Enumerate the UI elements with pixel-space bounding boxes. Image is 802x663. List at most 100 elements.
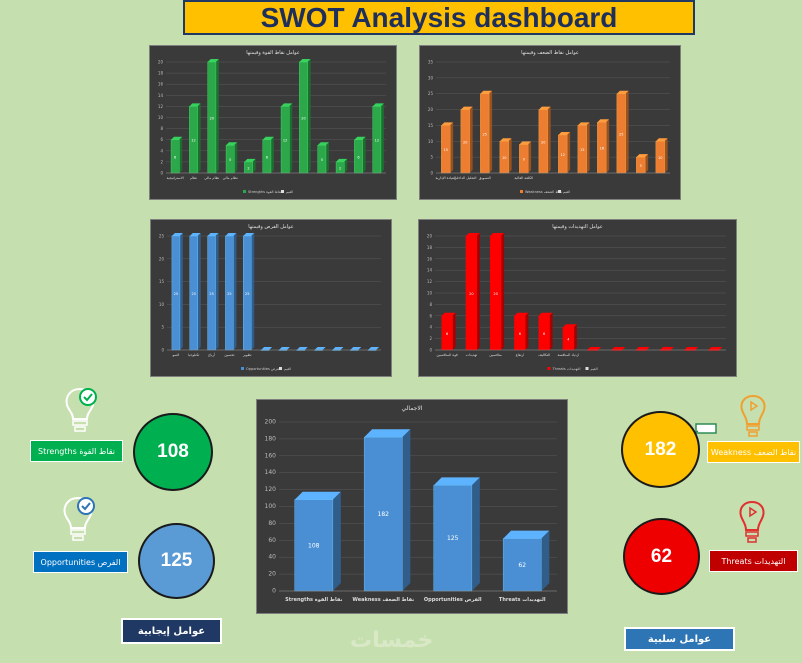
threats-ytick: 2 [429,336,432,341]
opportunities-bar-side [233,233,237,350]
weakness-category-label: التسويق [479,176,491,180]
opportunities-ytick: 20 [159,256,165,261]
threats-data-label: 6 [446,332,448,336]
strengths-bar [372,103,384,174]
total-ytick: 40 [268,554,276,561]
threats-bar-top [611,347,626,350]
weakness-bar-top [558,131,571,135]
strengths-data-label: 12 [191,139,195,143]
strengths-bar-top [189,103,201,107]
opportunities-ytick: 25 [159,234,165,239]
weakness-data-label: 10 [502,156,506,160]
weakness-bar-top [636,154,649,158]
strengths-legend-entry: Strengths نقاط القوة [248,190,282,194]
threats-bar-side [549,312,553,350]
opportunities-bar-top [243,233,255,236]
threats-legend-swatch [585,367,589,370]
opportunity-bulb-icon [63,496,95,541]
threats-bar-top [708,347,723,350]
opportunities-chart: عوامل الفرص وقيمتها 0 5 10 15 20 25 25 النمو 25 تك… [150,219,392,377]
opportunities-category-label: النمو [171,353,179,357]
strengths-ytick: 10 [158,115,164,120]
weakness-bar [441,122,454,174]
threats-total-value: 62 [650,545,673,567]
weakness-bar [519,141,532,174]
weakness-bar [597,119,610,174]
total-bar [433,477,480,592]
strengths-legend-swatch [281,190,284,193]
total-ytick: 200 [265,419,277,426]
threats-bar-top [490,233,505,236]
watermark-text: خمسات [350,628,434,653]
opportunities-bar-side [251,233,255,350]
strengths-data-label: 20 [210,117,214,121]
strengths-data-label: 6 [357,155,359,159]
positive-factors-button[interactable]: عوامل إيجابية [121,618,222,644]
weakness-ytick: 10 [428,139,434,144]
weakness-bar-side [664,138,668,173]
threats-chart-title: عوامل التهديدات وقيمتها [552,224,603,230]
total-bar-front [433,485,473,592]
weakness-label: Weakness نقاط الضعف [707,441,800,463]
weakness-chart-svg: عوامل نقاط الضعف وقيمتها 0 5 10 15 20 25 30 35 15… [428,50,670,194]
threats-bar [441,312,456,351]
weakness-bar-side [528,141,532,173]
weakness-data-label: 20 [541,140,545,144]
weakness-bar [636,154,649,174]
strengths-chart-title: عوامل نقاط القوة وقيمتها [246,50,299,56]
weakness-bar-side [450,122,454,173]
strengths-ytick: 14 [158,93,164,98]
weakness-label-text: Weakness نقاط الضعف [710,447,797,457]
opportunities-total-circle: 125 [138,523,215,599]
strengths-category-label: نظام مالي [223,176,238,181]
strengths-total-value: 108 [157,441,189,462]
total-bar-top [294,491,341,500]
weakness-bar-top [538,106,551,110]
total-ytick: 80 [268,520,276,527]
weakness-bar [558,131,571,174]
opportunities-data-label: 25 [245,292,249,296]
strengths-bar-top [244,158,256,162]
weakness-legend-swatch [558,190,561,193]
threats-chart: عوامل التهديدات وقيمتها 0 2 4 6 8 10 12 14 16 18 20… [418,219,737,377]
threats-ytick: 20 [427,234,433,239]
weakness-data-label: 10 [658,156,662,160]
strengths-category-label: الاستراتيجية [167,176,184,180]
opportunities-ytick: 5 [161,325,164,330]
weakness-category-label: الكلفة العالية [514,176,533,180]
total-ytick: 180 [265,435,277,442]
strengths-bar-top [281,103,293,107]
total-bar [294,491,341,592]
strengths-bar [317,142,329,174]
threats-ytick: 4 [429,325,432,330]
strengths-data-label: 12 [375,139,379,143]
strengths-ytick: 12 [158,104,164,109]
threats-category-label: تهديدات [466,353,478,357]
threats-ytick: 0 [429,348,432,353]
opportunities-legend-entry: القيم [284,367,291,371]
threats-category-label: التكاليف [538,353,550,357]
strengths-chart: عوامل نقاط القوة وقيمتها 0 2 4 6 8 10 12 14 16 18 2… [149,45,397,200]
weakness-bar-top [480,90,493,94]
threats-ytick: 6 [429,313,432,318]
strengths-label-text: Strengths نقاط القوة [37,446,115,456]
weakness-data-label: 15 [580,148,584,152]
opportunities-bar-top [261,347,273,350]
total-category-label: Strengths نقاط القوة [285,597,342,603]
negative-factors-button[interactable]: عوامل سلبية [624,627,735,651]
weakness-bar [655,138,668,174]
opportunities-bar-top [207,233,219,236]
strengths-data-label: 12 [283,139,287,143]
weakness-bar-top [441,122,454,126]
weakness-bulb-icon [740,394,766,437]
strengths-label: Strengths نقاط القوة [30,440,123,462]
strengths-bar-top [336,158,348,162]
opportunities-bar-top [189,233,201,236]
threats-bar [562,324,577,351]
strengths-ytick: 8 [160,126,163,131]
total-data-label: 62 [518,562,526,569]
opportunities-bar-top [171,233,183,236]
weakness-category-label: القيادة الإدارية [436,176,457,181]
total-bar-front [502,538,542,592]
threats-total-circle: 62 [623,518,700,595]
